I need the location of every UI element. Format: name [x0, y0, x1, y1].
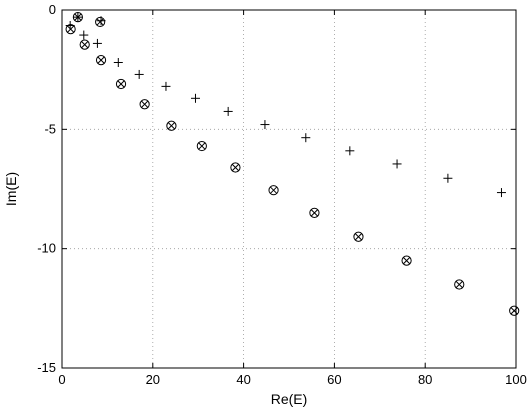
plus-point — [113, 58, 123, 68]
plus-point — [96, 16, 106, 26]
plus-point — [134, 69, 144, 79]
plus-point — [79, 30, 89, 40]
circle-x-point — [166, 120, 177, 131]
circle-x-point — [353, 231, 364, 242]
tick-layer: 0 20 40 60 80 100 0 -5 -10 -15 — [37, 2, 527, 387]
circle-x-point — [309, 207, 320, 218]
x-tick-label: 80 — [418, 372, 432, 387]
plus-point — [443, 173, 453, 183]
y-tick-label: -10 — [37, 241, 56, 256]
plus-point — [345, 146, 355, 156]
x-tick-label: 100 — [505, 372, 527, 387]
plus-point — [496, 188, 506, 198]
y-axis-label: Im(E) — [3, 172, 19, 206]
y-tick-label: -5 — [44, 121, 56, 136]
plus-point — [223, 106, 233, 116]
y-tick-label: -15 — [37, 360, 56, 375]
plus-point — [260, 120, 270, 130]
plus-point — [190, 93, 200, 103]
circle-x-point — [95, 16, 106, 28]
grid-layer — [62, 10, 516, 368]
plus-point — [65, 21, 75, 31]
circle-x-point — [196, 140, 207, 152]
plus-point — [301, 133, 311, 143]
x-tick-label: 40 — [236, 372, 250, 387]
x-tick-label: 20 — [146, 372, 160, 387]
circle-x-point — [115, 78, 127, 90]
y-tick-label: 0 — [49, 2, 56, 17]
circle-x-point — [268, 185, 279, 196]
plus-point — [392, 159, 402, 169]
circle-x-point — [139, 99, 150, 110]
circle-x-point — [95, 55, 107, 66]
plus-point — [92, 38, 102, 48]
plot-frame — [61, 9, 517, 369]
circle-x-point — [230, 162, 241, 173]
mark-layer — [65, 12, 520, 316]
x-tick-label: 60 — [327, 372, 341, 387]
circle-x-point — [79, 39, 90, 50]
plus-point — [73, 12, 83, 22]
plus-point — [161, 81, 171, 91]
x-tick-label: 0 — [58, 372, 65, 387]
circle-x-point — [401, 255, 412, 266]
circle-x-point — [509, 305, 520, 316]
x-axis-label: Re(E) — [271, 391, 308, 407]
circle-x-point — [454, 279, 465, 290]
